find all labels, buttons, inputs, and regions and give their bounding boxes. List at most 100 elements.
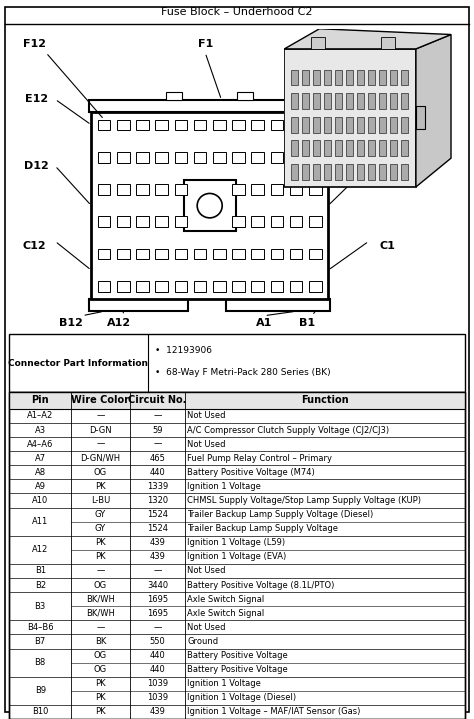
Bar (401, 140, 409, 156)
Bar (251, 184, 264, 195)
Bar (155, 249, 168, 260)
Bar (271, 249, 283, 260)
Text: 439: 439 (149, 539, 165, 547)
Bar (290, 152, 302, 162)
Text: OG: OG (94, 580, 107, 590)
Bar (357, 116, 364, 132)
Bar (237, 92, 254, 100)
Bar (290, 184, 302, 195)
Bar (174, 119, 187, 130)
Bar (390, 70, 397, 86)
Bar (335, 93, 342, 109)
Bar (335, 164, 342, 180)
Bar (309, 119, 322, 130)
Text: —: — (96, 411, 105, 421)
Text: Battery Positive Voltage: Battery Positive Voltage (187, 651, 288, 660)
Bar (301, 164, 309, 180)
Bar (174, 216, 187, 227)
Bar (271, 281, 283, 292)
Bar (213, 249, 226, 260)
Bar (155, 119, 168, 130)
Text: A12: A12 (32, 545, 48, 554)
Bar (117, 216, 130, 227)
Bar (301, 70, 309, 86)
Bar (324, 93, 331, 109)
Bar (271, 184, 283, 195)
Text: Connector Part Information: Connector Part Information (8, 359, 148, 367)
Bar (401, 164, 409, 180)
Text: OG: OG (94, 468, 107, 477)
Text: Fuel Pump Relay Control – Primary: Fuel Pump Relay Control – Primary (187, 454, 332, 463)
Text: Ignition 1 Voltage: Ignition 1 Voltage (187, 679, 261, 688)
Text: D1: D1 (379, 161, 396, 170)
Text: Function: Function (301, 395, 348, 406)
Bar (291, 164, 298, 180)
Bar (251, 249, 264, 260)
Bar (309, 184, 322, 195)
Text: D-GN: D-GN (89, 426, 112, 434)
Text: BK/WH: BK/WH (86, 595, 115, 604)
Text: B3: B3 (35, 602, 46, 610)
Text: Battery Positive Voltage (M74): Battery Positive Voltage (M74) (187, 468, 315, 477)
Text: 1524: 1524 (147, 510, 168, 519)
Bar (291, 93, 298, 109)
Bar (291, 70, 298, 86)
Bar (290, 119, 302, 130)
Bar (324, 140, 331, 156)
Bar (174, 281, 187, 292)
Bar (117, 184, 130, 195)
Text: A9: A9 (35, 482, 46, 491)
Bar (232, 119, 245, 130)
Bar (324, 164, 331, 180)
Text: GY: GY (95, 510, 106, 519)
Text: 1695: 1695 (147, 595, 168, 604)
Text: PK: PK (95, 539, 106, 547)
Text: Battery Positive Voltage: Battery Positive Voltage (187, 665, 288, 674)
Bar (311, 37, 325, 49)
Text: Battery Positive Voltage (8.1L/PTO): Battery Positive Voltage (8.1L/PTO) (187, 580, 335, 590)
Text: —: — (96, 439, 105, 449)
Text: 1339: 1339 (147, 482, 168, 491)
Bar (251, 216, 264, 227)
Text: 3440: 3440 (147, 580, 168, 590)
Bar (232, 281, 245, 292)
Text: A7: A7 (35, 454, 46, 463)
Bar (136, 119, 149, 130)
Bar (335, 70, 342, 86)
Bar (401, 70, 409, 86)
Text: Wire Color: Wire Color (72, 395, 129, 406)
Bar (346, 140, 353, 156)
Bar (416, 106, 425, 129)
Text: 439: 439 (149, 707, 165, 716)
Ellipse shape (197, 193, 222, 218)
Text: A10: A10 (32, 496, 48, 505)
Text: B2: B2 (35, 580, 46, 590)
Bar (227, 299, 330, 311)
Text: B1: B1 (35, 567, 46, 575)
Text: Ground: Ground (187, 637, 219, 646)
Bar (117, 249, 130, 260)
Text: A1: A1 (256, 319, 273, 329)
Bar (136, 249, 149, 260)
Bar (313, 93, 320, 109)
Bar (136, 184, 149, 195)
Bar (324, 116, 331, 132)
Text: E1: E1 (380, 94, 395, 104)
Text: Ignition 1 Voltage (L59): Ignition 1 Voltage (L59) (187, 539, 285, 547)
Bar (401, 93, 409, 109)
Bar (290, 281, 302, 292)
Bar (117, 119, 130, 130)
Bar (155, 216, 168, 227)
Bar (335, 116, 342, 132)
Bar (251, 119, 264, 130)
Text: B10: B10 (32, 707, 48, 716)
Text: 440: 440 (149, 665, 165, 674)
Text: —: — (153, 411, 162, 421)
Bar (346, 116, 353, 132)
Bar (89, 299, 189, 311)
Bar (232, 249, 245, 260)
Text: 550: 550 (149, 637, 165, 646)
Bar (335, 140, 342, 156)
Bar (357, 140, 364, 156)
Text: Not Used: Not Used (187, 439, 226, 449)
